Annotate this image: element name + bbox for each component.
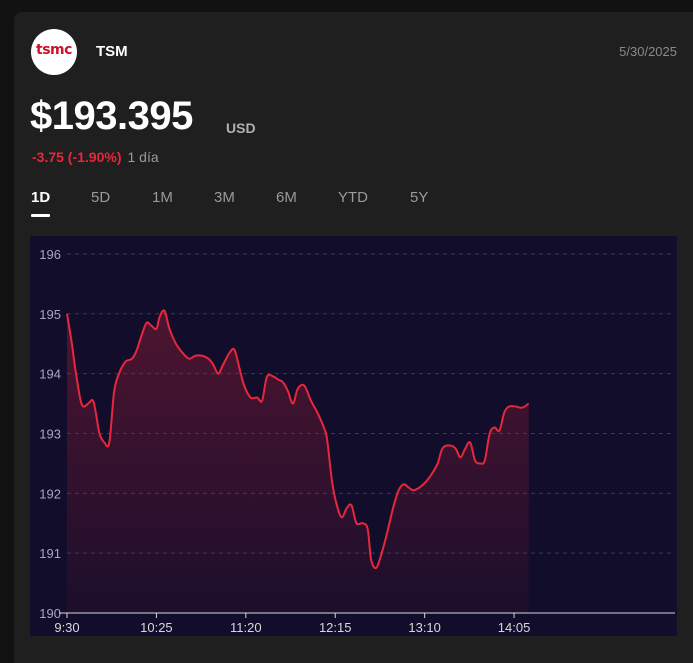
tab-1d[interactable]: 1D — [31, 189, 51, 217]
price-line — [66, 309, 530, 570]
tab-3m[interactable]: 3M — [214, 189, 235, 206]
y-tick-label: 191 — [39, 546, 61, 561]
x-tick-label: 9:30 — [54, 620, 79, 635]
tab-6m[interactable]: 6M — [276, 189, 297, 206]
tab-5y[interactable]: 5Y — [410, 189, 429, 206]
ticker-symbol: TSM — [96, 43, 128, 60]
quote-card: tsmc TSM 5/30/2025 $193.395 USD -3.75 (-… — [14, 12, 693, 663]
price-chart[interactable]: 190 191 192 193 194 195 196 9:30 10:25 11:20 12:15… — [30, 236, 677, 636]
tab-5d[interactable]: 5D — [91, 189, 111, 206]
x-tick-label: 13:10 — [408, 620, 441, 635]
y-tick-label: 192 — [39, 486, 61, 501]
x-tick-label: 11:20 — [230, 620, 262, 635]
tab-ytd[interactable]: YTD — [338, 189, 368, 206]
y-tick-label: 193 — [39, 426, 61, 441]
tab-1m[interactable]: 1M — [152, 189, 173, 206]
currency-label: USD — [226, 120, 256, 136]
y-tick-label: 190 — [39, 606, 61, 621]
tsmc-logo: tsmc — [31, 29, 77, 75]
logo-wordmark: tsmc — [36, 42, 72, 58]
y-tick-label: 195 — [39, 307, 61, 322]
quote-date: 5/30/2025 — [619, 44, 677, 59]
price-area — [67, 310, 529, 613]
y-tick-label: 194 — [39, 367, 61, 382]
price-change-line: -3.75 (-1.90%) 1 día — [32, 149, 159, 165]
y-tick-label: 196 — [39, 247, 61, 262]
price-change: -3.75 (-1.90%) — [32, 149, 122, 165]
current-price: $193.395 — [30, 94, 193, 138]
x-tick-label: 10:25 — [140, 620, 173, 635]
x-tick-label: 12:15 — [319, 620, 352, 635]
change-period: 1 día — [127, 149, 159, 165]
x-tick-label: 14:05 — [498, 620, 531, 635]
